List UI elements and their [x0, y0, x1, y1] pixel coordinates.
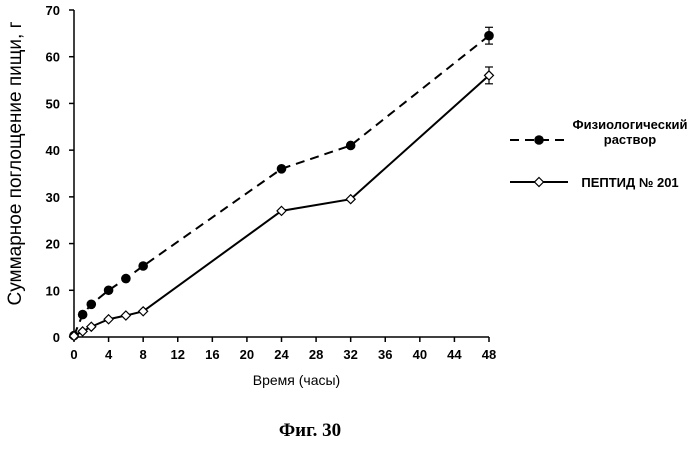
y-tick-label: 20: [46, 237, 60, 252]
x-tick-label: 0: [70, 347, 77, 362]
x-tick-label: 16: [205, 347, 219, 362]
y-tick-label: 30: [46, 190, 60, 205]
legend-marker: [534, 135, 544, 145]
x-tick-label: 28: [309, 347, 323, 362]
x-tick-label: 48: [482, 347, 496, 362]
y-tick-label: 40: [46, 143, 60, 158]
legend-marker: [535, 178, 544, 187]
y-tick-label: 50: [46, 96, 60, 111]
data-point: [86, 300, 96, 310]
axes: 01020304050607004812162024283236404448: [46, 3, 497, 362]
series-1: [69, 27, 494, 340]
y-tick-label: 60: [46, 50, 60, 65]
x-tick-label: 24: [274, 347, 289, 362]
x-tick-label: 32: [343, 347, 357, 362]
x-tick-label: 4: [105, 347, 113, 362]
legend-label: ПЕПТИД № 201: [581, 175, 678, 190]
y-tick-label: 70: [46, 3, 60, 18]
x-tick-label: 8: [140, 347, 147, 362]
x-axis-label: Время (часы): [253, 372, 340, 388]
series-line: [74, 36, 489, 336]
series-layer: [69, 27, 494, 340]
legend: Физиологическийраствор ПЕПТИД № 201: [510, 117, 687, 190]
data-point: [78, 310, 88, 320]
x-tick-label: 20: [240, 347, 254, 362]
data-point: [121, 311, 130, 320]
y-axis-label: Суммарное поглощение пищи, г: [5, 21, 26, 305]
data-point: [138, 261, 148, 271]
x-tick-label: 44: [447, 347, 462, 362]
x-tick-label: 40: [413, 347, 427, 362]
data-point: [484, 31, 494, 41]
legend-item-2: ПЕПТИД № 201: [510, 175, 679, 190]
data-point: [87, 322, 96, 331]
legend-label: Физиологический: [573, 117, 688, 132]
legend-label: раствор: [604, 132, 657, 147]
y-tick-label: 0: [53, 330, 60, 345]
x-tick-label: 12: [171, 347, 185, 362]
y-tick-label: 10: [46, 283, 60, 298]
legend-item-1: Физиологическийраствор: [510, 117, 687, 147]
data-point: [121, 274, 131, 284]
series-2: [70, 67, 494, 341]
data-point: [104, 315, 113, 324]
data-point: [104, 285, 114, 295]
data-point: [277, 164, 287, 174]
data-point: [78, 327, 87, 336]
figure-caption: Фиг. 30: [0, 420, 620, 442]
data-point: [346, 141, 356, 151]
x-tick-label: 36: [378, 347, 392, 362]
